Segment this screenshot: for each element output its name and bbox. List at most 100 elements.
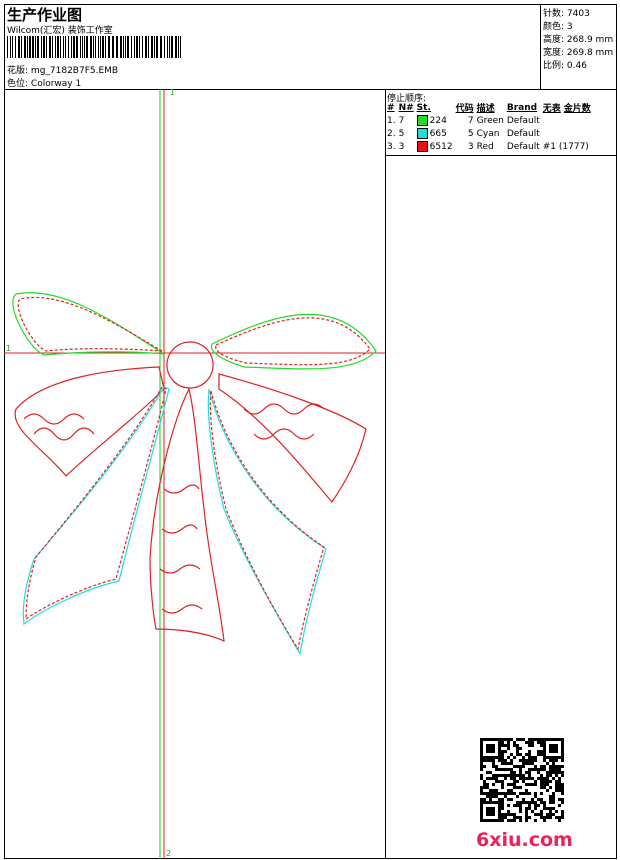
pattern [131, 36, 132, 58]
pattern [561, 771, 564, 774]
pattern [549, 771, 552, 774]
pattern [480, 765, 483, 768]
pattern [501, 738, 504, 741]
note [543, 114, 594, 127]
pattern [498, 768, 501, 771]
pattern [7, 36, 8, 58]
pattern [483, 780, 486, 783]
pattern [528, 741, 531, 744]
sequence-row: 2. 5 665 5 Cyan Default [387, 127, 594, 140]
pattern [546, 738, 549, 741]
pattern [510, 783, 513, 786]
pattern [549, 747, 552, 750]
pattern [41, 36, 42, 58]
pattern [522, 798, 525, 801]
pattern [507, 738, 510, 741]
pattern [549, 780, 552, 783]
pattern [516, 795, 519, 798]
pattern [156, 36, 158, 58]
pattern [537, 804, 540, 807]
pattern [537, 777, 540, 780]
pattern [498, 747, 501, 750]
pattern [501, 741, 504, 744]
brand: Default [506, 115, 540, 126]
pattern [534, 780, 537, 783]
column-header: Brand [506, 102, 538, 113]
pattern [27, 36, 28, 58]
pattern [543, 783, 546, 786]
pattern [549, 813, 552, 816]
pattern [483, 765, 486, 768]
code: 5 [467, 128, 474, 139]
pattern [480, 786, 483, 789]
pattern [540, 798, 543, 801]
qr-code [480, 738, 564, 822]
guide-label: 2 [166, 849, 171, 858]
pattern [519, 774, 522, 777]
pattern [552, 777, 555, 780]
pattern [480, 813, 483, 816]
pattern [519, 807, 522, 810]
pattern [486, 795, 489, 798]
pattern [537, 798, 540, 801]
pattern [32, 36, 34, 58]
pattern [21, 36, 22, 58]
pattern [534, 765, 537, 768]
column-header: N# [398, 102, 414, 113]
pattern [480, 777, 483, 780]
color-swatch [416, 115, 428, 126]
pattern [561, 810, 564, 813]
pattern [151, 36, 153, 58]
pattern [558, 798, 561, 801]
pattern [543, 777, 546, 780]
pattern [492, 747, 495, 750]
pattern [480, 804, 483, 807]
pattern [492, 738, 495, 741]
pattern [510, 819, 513, 822]
pattern [546, 807, 549, 810]
pattern [558, 804, 561, 807]
swatch-cell: 665 [416, 127, 456, 140]
pattern [540, 768, 543, 771]
pattern [549, 816, 552, 819]
pattern [519, 753, 522, 756]
pattern [549, 810, 552, 813]
pattern [495, 795, 498, 798]
pattern [57, 36, 59, 58]
pattern [483, 786, 486, 789]
pattern [552, 801, 555, 804]
color-swatch [416, 141, 428, 152]
stat-label: 针数: [543, 9, 565, 19]
pattern [501, 744, 504, 747]
pattern [528, 771, 531, 774]
pattern [492, 801, 495, 804]
pattern [525, 762, 528, 765]
pattern [486, 807, 489, 810]
pattern [504, 738, 507, 741]
pattern [534, 807, 537, 810]
pattern [480, 819, 483, 822]
column-header: 无表 [542, 104, 561, 114]
pattern [504, 774, 507, 777]
pattern [501, 801, 504, 804]
pattern [522, 801, 525, 804]
pattern [492, 795, 495, 798]
pattern [540, 750, 543, 753]
pattern [540, 753, 543, 756]
pattern [558, 738, 561, 741]
pattern [498, 813, 501, 816]
pattern [537, 741, 540, 744]
pattern [507, 741, 510, 744]
pattern [561, 792, 564, 795]
stat-value: 3 [566, 22, 573, 32]
pattern [486, 738, 489, 741]
pattern [561, 801, 564, 804]
pattern [501, 804, 504, 807]
pattern [549, 765, 552, 768]
pattern [501, 753, 504, 756]
column-header: St. [416, 102, 431, 113]
pattern [534, 783, 537, 786]
pattern [534, 819, 537, 822]
pattern [525, 807, 528, 810]
pattern [531, 768, 534, 771]
